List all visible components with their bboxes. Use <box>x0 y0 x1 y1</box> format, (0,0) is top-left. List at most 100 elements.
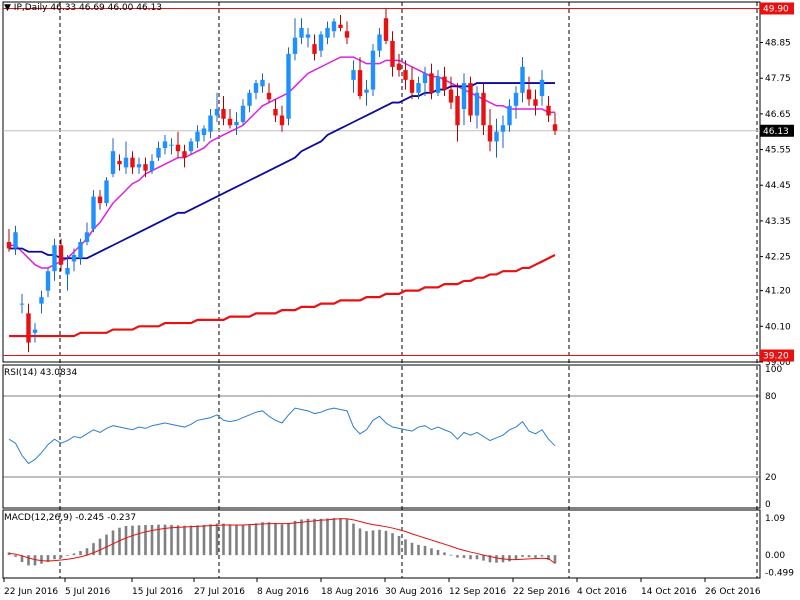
bottom-level-tag: 39.20 <box>763 352 789 362</box>
macd-histogram-bar <box>293 520 297 556</box>
macd-histogram-bar <box>144 524 147 556</box>
price-tick-label: 42.25 <box>765 253 791 263</box>
rsi-title: RSI(14) 43.0834 <box>4 368 78 378</box>
time-axis-label: 26 Oct 2016 <box>705 587 761 597</box>
macd-histogram-bar <box>248 524 251 556</box>
candle-bull <box>39 297 44 304</box>
macd-histogram-bar <box>488 555 492 563</box>
time-axis-label: 27 Jul 2016 <box>194 587 245 597</box>
candle-bear <box>26 313 31 343</box>
candle-bull <box>78 242 83 259</box>
ohlc-values: 46.33 46.69 46.00 46.13 <box>50 3 163 13</box>
candle-bull <box>513 92 519 106</box>
candle-bear <box>338 24 343 28</box>
macd-histogram-bar <box>300 519 303 556</box>
candle-bull <box>195 131 200 142</box>
price-tick-label: 39.00 <box>765 358 791 368</box>
candle-bear <box>481 92 486 126</box>
macd-histogram-bar <box>261 522 264 556</box>
macd-histogram-bar <box>274 522 277 556</box>
candle-bull <box>84 232 90 242</box>
macd-histogram-bar <box>417 544 420 556</box>
candle-bull <box>331 21 337 32</box>
macd-histogram-bar <box>423 545 427 556</box>
candle-bull <box>110 151 116 174</box>
candle-bull <box>305 34 311 38</box>
candle-bear <box>143 164 148 171</box>
macd-histogram-bar <box>235 524 238 556</box>
candle-bull <box>201 128 207 135</box>
candle-bull <box>13 232 18 249</box>
macd-histogram-bar <box>313 518 316 556</box>
candle-bull <box>188 141 194 152</box>
macd-histogram-bar <box>254 523 258 556</box>
macd-histogram-bar <box>469 555 472 560</box>
time-axis-label: 22 Jun 2016 <box>4 587 58 597</box>
macd-histogram-bar <box>189 525 193 556</box>
bottom-level-tag-bg <box>760 349 794 362</box>
macd-histogram-bar <box>482 555 485 561</box>
top-level-tag: 49.90 <box>763 4 789 14</box>
candle-bear <box>344 31 350 38</box>
macd-histogram-bar <box>131 525 134 556</box>
macd-histogram-bar <box>456 555 459 558</box>
candle-bear <box>383 18 389 41</box>
current-price-tag-bg <box>760 124 794 137</box>
macd-histogram-bar <box>118 527 121 556</box>
macd-histogram-bar <box>222 523 225 556</box>
macd-histogram-bar <box>163 524 167 556</box>
candle-bull <box>247 92 252 106</box>
price-tick-label: 45.55 <box>765 146 791 156</box>
candle-bear <box>442 76 447 90</box>
candle-bear <box>487 125 493 142</box>
macd-histogram-bar <box>183 525 186 556</box>
ma-fast-line <box>9 56 555 269</box>
dropdown-triangle-icon[interactable]: ▼ <box>4 3 11 13</box>
candle-bull <box>169 144 174 146</box>
macd-histogram-bar <box>98 538 102 556</box>
macd-histogram-bar <box>352 523 355 556</box>
macd-histogram-bar <box>215 523 219 556</box>
candle-bull <box>234 122 239 126</box>
candle-bear <box>546 105 551 116</box>
price-tick-label: 43.35 <box>765 217 791 227</box>
macd-histogram-bar <box>124 526 128 556</box>
macd-tick-label: 0.00 <box>765 551 785 561</box>
macd-histogram-bar <box>462 555 466 558</box>
rsi-tick-label: 100 <box>765 365 782 375</box>
candle-bull <box>136 164 142 168</box>
macd-histogram-bar <box>475 555 479 560</box>
candle-bull <box>299 27 304 38</box>
candle-bear <box>227 118 233 126</box>
price-tick-label: 47.75 <box>765 74 791 84</box>
candle-bull <box>364 89 369 93</box>
macd-histogram-bar <box>378 529 381 556</box>
time-axis-label: 15 Jul 2016 <box>132 587 183 597</box>
symbol-header: ▼ IP,Daily 46.33 46.69 46.00 46.13 <box>4 3 162 13</box>
macd-histogram-bar <box>170 524 173 556</box>
candle-bull <box>416 83 421 93</box>
candle-bear <box>409 79 415 93</box>
rsi-tick-label: 20 <box>765 473 777 483</box>
price-tick-label: 44.45 <box>765 181 791 191</box>
candle-bull <box>162 141 168 148</box>
macd-histogram-bar <box>391 533 394 556</box>
macd-histogram-bar <box>241 524 245 556</box>
macd-histogram-bar <box>371 530 375 556</box>
macd-histogram-bar <box>20 555 24 562</box>
candle-bull <box>71 254 77 262</box>
macd-histogram-bar <box>514 555 518 560</box>
candle-bear <box>117 160 122 165</box>
candle-bear <box>396 63 402 71</box>
macd-histogram-bar <box>410 542 414 556</box>
candle-bear <box>279 115 285 126</box>
macd-histogram-bar <box>384 530 388 556</box>
macd-histogram-bar <box>228 524 232 556</box>
candle-bear <box>403 70 408 80</box>
macd-histogram-bar <box>521 555 524 557</box>
top-level-tag-bg <box>760 2 794 15</box>
candle-bear <box>455 96 460 126</box>
candle-bull <box>507 105 512 126</box>
